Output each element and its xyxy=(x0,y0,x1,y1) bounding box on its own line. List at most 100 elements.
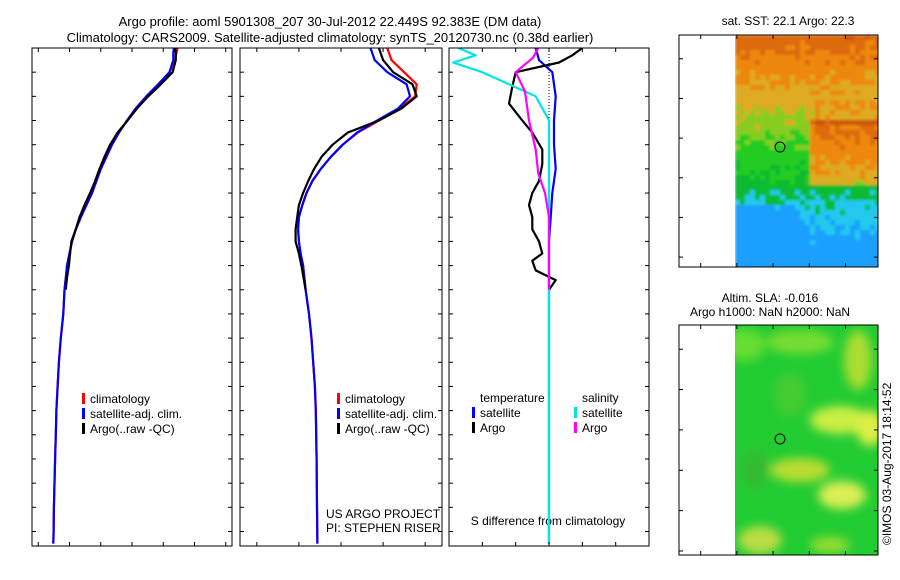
sst-cell xyxy=(765,160,771,166)
sst-cell xyxy=(735,125,741,131)
sst-cell xyxy=(760,45,766,51)
sst-cell xyxy=(820,40,826,46)
sst-cell xyxy=(830,220,836,226)
sst-cell xyxy=(745,160,751,166)
sst-cell xyxy=(800,75,806,81)
sst-cell xyxy=(770,245,776,251)
sst-cell xyxy=(735,135,741,141)
sst-cell xyxy=(855,215,861,221)
sst-cell xyxy=(760,170,766,176)
sst-cell xyxy=(785,160,791,166)
sst-cell xyxy=(770,235,776,241)
sst-cell xyxy=(875,140,878,146)
sst-cell xyxy=(750,65,756,71)
sst-cell xyxy=(820,35,826,41)
sst-cell xyxy=(795,85,801,91)
sst-cell xyxy=(870,105,876,111)
sst-cell xyxy=(845,50,851,56)
sst-cell xyxy=(825,175,831,181)
sst-cell xyxy=(810,85,816,91)
sst-cell xyxy=(870,150,876,156)
sst-cell xyxy=(835,165,841,171)
sst-cell xyxy=(815,205,821,211)
sst-cell xyxy=(850,125,856,131)
sst-cell xyxy=(770,200,776,206)
sst-cell xyxy=(815,200,821,206)
argo-position-marker xyxy=(774,433,786,445)
sst-cell xyxy=(825,255,831,261)
sst-cell xyxy=(760,150,766,156)
sst-cell xyxy=(770,145,776,151)
sst-cell xyxy=(795,60,801,66)
sst-cell xyxy=(750,110,756,116)
sst-cell xyxy=(865,215,871,221)
sst-cell xyxy=(760,85,766,91)
sst-cell xyxy=(865,220,871,226)
sst-cell xyxy=(735,60,741,66)
legend-header-temperature: temperature xyxy=(480,391,545,405)
sst-cell xyxy=(820,75,826,81)
sst-cell xyxy=(755,155,761,161)
sst-cell xyxy=(845,140,851,146)
sst-cell xyxy=(870,170,876,176)
sst-cell xyxy=(780,45,786,51)
sst-cell xyxy=(820,185,826,191)
sst-cell xyxy=(750,135,756,141)
sst-cell xyxy=(855,95,861,101)
sst-cell xyxy=(845,80,851,86)
sst-cell xyxy=(765,230,771,236)
sst-cell xyxy=(865,110,871,116)
sst-cell xyxy=(795,135,801,141)
sst-cell xyxy=(835,130,841,136)
sst-cell xyxy=(735,155,741,161)
sst-cell xyxy=(835,150,841,156)
sst-cell xyxy=(760,110,766,116)
sst-cell xyxy=(790,265,796,267)
sst-cell xyxy=(735,210,741,216)
sst-cell xyxy=(830,185,836,191)
sst-cell xyxy=(805,140,811,146)
sst-cell xyxy=(770,140,776,146)
sst-cell xyxy=(845,240,851,246)
sst-cell xyxy=(755,225,761,231)
sst-cell xyxy=(790,135,796,141)
sst-cell xyxy=(810,165,816,171)
sst-cell xyxy=(830,180,836,186)
sst-cell xyxy=(770,90,776,96)
sst-cell xyxy=(770,150,776,156)
sst-cell xyxy=(855,225,861,231)
sst-cell xyxy=(845,35,851,41)
sst-cell xyxy=(750,245,756,251)
sst-cell xyxy=(805,115,811,121)
sst-cell xyxy=(785,240,791,246)
sst-cell xyxy=(875,40,878,46)
sst-cell xyxy=(875,125,878,131)
sst-cell xyxy=(765,60,771,66)
sst-cell xyxy=(795,40,801,46)
sst-cell xyxy=(840,85,846,91)
sst-cell xyxy=(870,215,876,221)
sst-cell xyxy=(870,180,876,186)
sst-cell xyxy=(745,115,751,121)
sst-cell xyxy=(805,95,811,101)
sst-cell xyxy=(740,90,746,96)
sst-cell xyxy=(840,265,846,267)
sst-cell xyxy=(780,75,786,81)
sst-cell xyxy=(750,70,756,76)
sst-cell xyxy=(790,215,796,221)
sst-cell xyxy=(845,65,851,71)
sst-cell xyxy=(800,210,806,216)
sst-cell xyxy=(785,35,791,41)
sst-cell xyxy=(770,165,776,171)
sst-cell xyxy=(740,260,746,266)
sst-cell xyxy=(835,70,841,76)
sst-cell xyxy=(830,255,836,261)
sst-cell xyxy=(745,135,751,141)
sst-cell xyxy=(750,75,756,81)
sst-cell xyxy=(850,70,856,76)
sst-cell xyxy=(735,150,741,156)
sst-cell xyxy=(740,200,746,206)
sst-cell xyxy=(820,135,826,141)
sst-cell xyxy=(770,170,776,176)
legend-swatch-satellite xyxy=(337,408,340,419)
